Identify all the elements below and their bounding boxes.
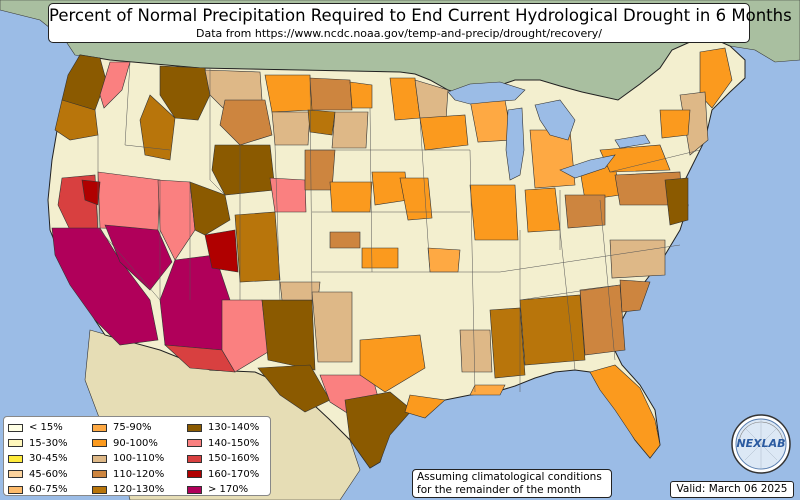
- legend-swatch: [8, 423, 23, 432]
- legend-column-1: < 15% 15-30% 30-45% 45-60% 60-75%: [8, 420, 68, 498]
- legend-swatch: [8, 485, 23, 494]
- region-120-130: [139, 94, 176, 161]
- legend-column-3: 130-140% 140-150% 150-160% 160-170% > 17…: [187, 420, 259, 498]
- legend-swatch: [187, 423, 202, 432]
- region-120-130: [54, 99, 99, 141]
- region-90-100: [361, 247, 399, 269]
- legend-swatch: [8, 439, 23, 448]
- logo-text: NEXLAB: [736, 437, 785, 450]
- legend-swatch: [92, 485, 107, 494]
- region-120-130: [489, 307, 526, 379]
- region-90-100: [399, 177, 433, 221]
- region-130-140: [159, 65, 211, 121]
- region-110-120: [619, 279, 651, 313]
- region-90-100: [659, 109, 691, 139]
- region-130-140: [189, 181, 231, 236]
- data-source-subtitle: Data from https://www.ncdc.noaa.gov/temp…: [196, 27, 602, 40]
- legend-swatch: [8, 470, 23, 479]
- region-90-100: [699, 47, 733, 109]
- region-140-150: [97, 171, 161, 231]
- region-90-100: [349, 81, 373, 109]
- region-130-140: [344, 391, 413, 469]
- legend-item: 45-60%: [8, 467, 68, 483]
- region-110-120: [219, 99, 273, 146]
- note-line-1: Assuming climatological conditions: [417, 471, 602, 483]
- region-100-110: [459, 329, 493, 373]
- lake-michigan: [505, 107, 525, 181]
- drought-regions: [51, 47, 733, 469]
- legend-item: 60-75%: [8, 482, 68, 498]
- legend-item: 75-90%: [92, 420, 164, 436]
- legend-column-2: 75-90% 90-100% 100-110% 110-120% 120-130…: [92, 420, 164, 498]
- legend-swatch: [92, 454, 107, 463]
- region-100-110: [271, 111, 311, 146]
- region-110-120: [309, 77, 353, 111]
- region-90-100: [524, 187, 561, 233]
- region-110-120: [329, 231, 361, 249]
- region-170-plus: [104, 224, 173, 291]
- legend-swatch: [92, 470, 107, 479]
- title-box: Percent of Normal Precipitation Required…: [48, 3, 792, 43]
- region-75-90: [469, 384, 506, 396]
- region-100-110: [311, 291, 353, 363]
- region-90-100: [404, 394, 446, 419]
- region-110-120: [579, 284, 626, 356]
- lake-ontario: [614, 134, 651, 149]
- legend-swatch: [92, 439, 107, 448]
- region-120-130: [307, 109, 336, 136]
- climatology-note: Assuming climatological conditions for t…: [412, 469, 612, 498]
- legend-swatch: [187, 439, 202, 448]
- region-90-100: [359, 334, 426, 393]
- great-lakes: [447, 81, 651, 181]
- region-120-130: [234, 211, 281, 283]
- legend-swatch: [187, 470, 202, 479]
- region-100-110: [609, 239, 666, 279]
- region-130-140: [211, 144, 276, 196]
- region-170-plus: [51, 227, 159, 346]
- state-boundaries: [97, 61, 701, 393]
- legend-item: 110-120%: [92, 467, 164, 483]
- legend-item: 120-130%: [92, 482, 164, 498]
- legend-item: < 15%: [8, 420, 68, 436]
- legend-swatch: [187, 454, 202, 463]
- legend: < 15% 15-30% 30-45% 45-60% 60-75% 75-90%…: [3, 416, 271, 496]
- region-90-100: [469, 184, 519, 241]
- region-90-100: [419, 114, 469, 151]
- legend-item: 15-30%: [8, 436, 68, 452]
- region-90-100: [329, 181, 373, 213]
- legend-item: 160-170%: [187, 467, 259, 483]
- region-130-140: [261, 299, 316, 371]
- region-140-150: [157, 179, 196, 261]
- legend-item: 90-100%: [92, 436, 164, 452]
- region-130-140: [257, 364, 331, 413]
- legend-swatch: [92, 423, 107, 432]
- lake-superior: [447, 81, 526, 105]
- legend-item: 150-160%: [187, 451, 259, 467]
- region-110-120: [564, 194, 606, 229]
- region-140-150: [221, 299, 269, 373]
- legend-item: > 170%: [187, 482, 259, 498]
- note-line-2: for the remainder of the month: [417, 484, 582, 496]
- region-160-170: [204, 229, 239, 273]
- map-title: Percent of Normal Precipitation Required…: [49, 6, 792, 25]
- region-75-90: [427, 247, 461, 273]
- legend-item: 140-150%: [187, 436, 259, 452]
- region-120-130: [519, 294, 586, 366]
- region-90-100: [589, 364, 661, 459]
- region-100-110: [331, 111, 369, 149]
- valid-date-label: Valid: March 06 2025: [670, 481, 794, 498]
- lake-erie: [559, 154, 616, 179]
- legend-item: 30-45%: [8, 451, 68, 467]
- legend-swatch: [8, 454, 23, 463]
- legend-item: 130-140%: [187, 420, 259, 436]
- region-140-150: [269, 177, 307, 213]
- region-140-150: [99, 61, 131, 109]
- region-90-100: [264, 74, 313, 113]
- legend-item: 100-110%: [92, 451, 164, 467]
- region-130-140: [664, 177, 689, 226]
- lake-huron: [534, 99, 576, 141]
- legend-swatch: [187, 485, 202, 494]
- nexlab-logo: NEXLAB: [731, 414, 791, 474]
